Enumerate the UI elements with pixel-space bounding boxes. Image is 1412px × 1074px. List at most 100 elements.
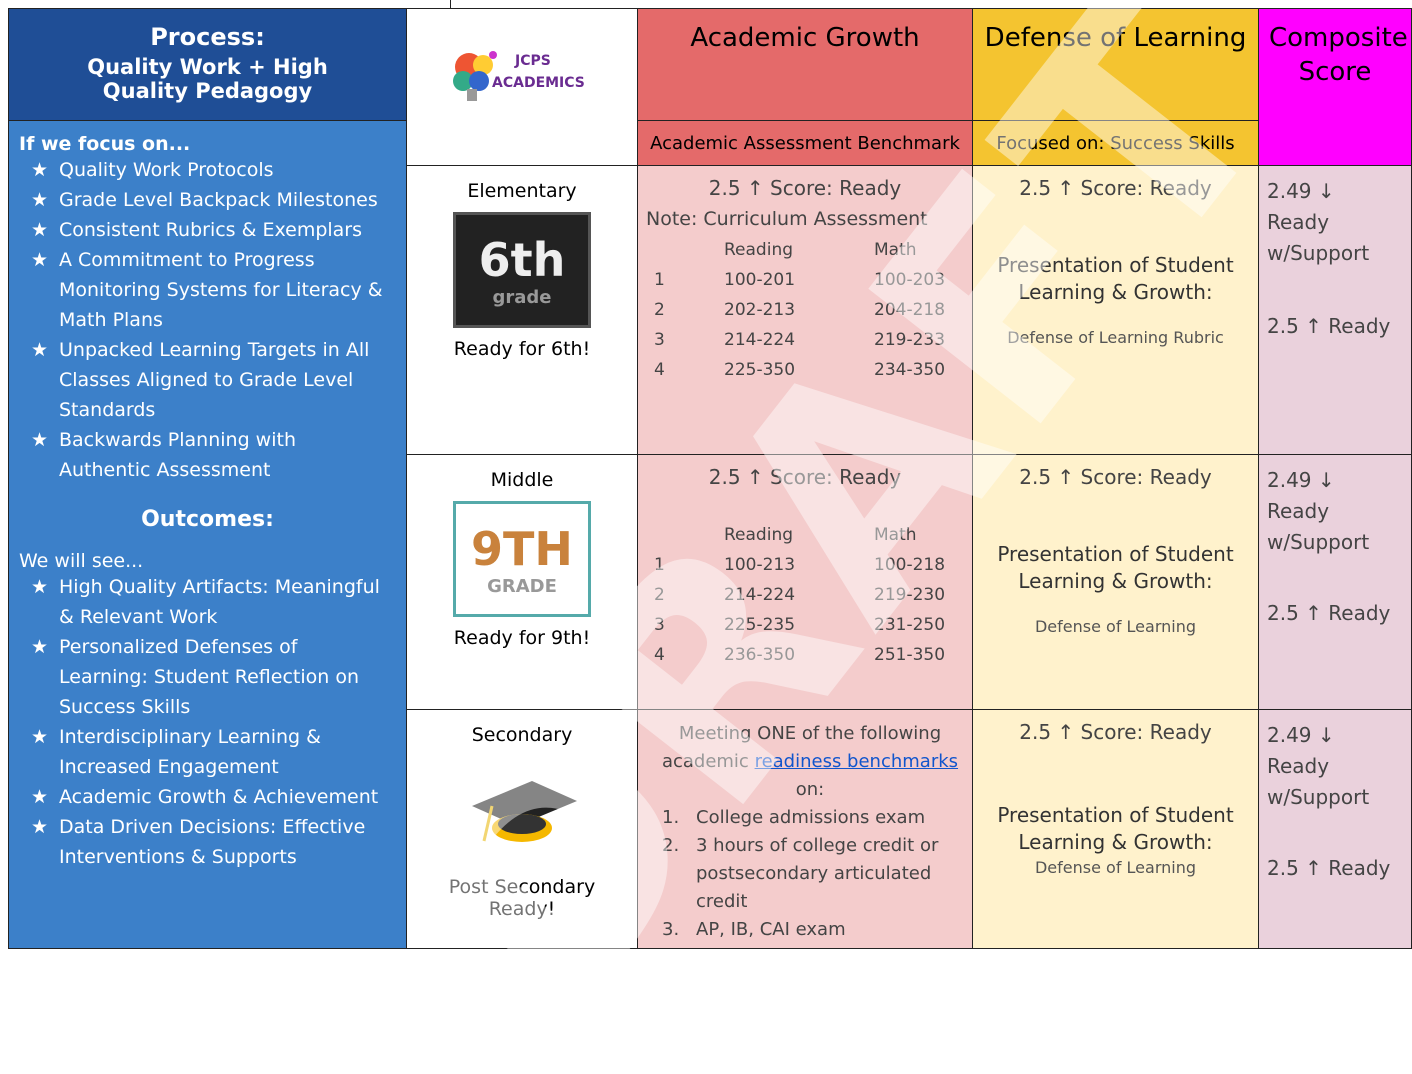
badge bbox=[456, 756, 588, 866]
defense-cell: 2.5 ↑ Score: Ready Presentation of Studen… bbox=[972, 709, 1259, 949]
defense-detail: Defense of Learning Rubric bbox=[1007, 328, 1224, 347]
academic-cell: Meeting ONE of the following academic re… bbox=[637, 709, 973, 949]
table-cell: 234-350 bbox=[874, 360, 946, 380]
table-cell: 2 bbox=[654, 585, 665, 605]
defense-detail: Defense of Learning bbox=[1034, 617, 1196, 636]
outcomes-intro: We will see... bbox=[19, 550, 144, 572]
table-cell: 214-224 bbox=[724, 585, 796, 605]
table-cell: 225-350 bbox=[724, 360, 796, 380]
logo-cell: JCPS ACADEMICS bbox=[406, 8, 638, 166]
left-subtitle: Quality Work + High Quality Pedagogy bbox=[87, 55, 328, 103]
defense-heading: Presentation of Student Learning & Growt… bbox=[997, 253, 1234, 304]
list-item: Personalized Defenses of Learning: Stude… bbox=[31, 632, 392, 722]
badge-text: grade bbox=[492, 286, 552, 308]
focus-list: Quality Work ProtocolsGrade Level Backpa… bbox=[9, 155, 406, 485]
col-subtitle: Academic Assessment Benchmark bbox=[637, 120, 973, 166]
page: Process: Quality Work + High Quality Ped… bbox=[0, 0, 1412, 949]
level-name: Middle bbox=[490, 469, 554, 491]
spacer bbox=[654, 240, 724, 260]
composite-value: 2.5 ↑ Ready bbox=[1267, 601, 1391, 625]
col-title: Academic Growth bbox=[690, 23, 920, 53]
table-cell: 202-213 bbox=[724, 300, 796, 320]
table-header: Reading bbox=[724, 525, 794, 545]
table-cell: 100-203 bbox=[874, 270, 946, 290]
list-item: Unpacked Learning Targets in All Classes… bbox=[31, 335, 392, 425]
composite-cell: 2.49 ↓ Ready w/Support 2.5 ↑ Ready bbox=[1258, 454, 1412, 710]
composite-value: 2.49 ↓ Ready w/Support bbox=[1267, 179, 1370, 265]
list-item: High Quality Artifacts: Meaningful & Rel… bbox=[31, 572, 392, 632]
logo-icon bbox=[453, 51, 497, 101]
list-item: Interdisciplinary Learning & Increased E… bbox=[31, 722, 392, 782]
level-cell: Secondary Post Secondary Ready! bbox=[406, 709, 638, 949]
table-cell: 1 bbox=[654, 270, 665, 290]
table-cell: 225-235 bbox=[724, 615, 796, 635]
academic-cell: 2.5 ↑ Score: Ready Note: Curriculum Asses… bbox=[637, 165, 973, 455]
item-number: 1. bbox=[662, 807, 680, 828]
composite-value: 2.49 ↓ Ready w/Support bbox=[1267, 468, 1370, 554]
table-cell: 204-218 bbox=[874, 300, 946, 320]
col-header: Academic Growth bbox=[637, 8, 973, 121]
composite-cell: 2.49 ↓ Ready w/Support 2.5 ↑ Ready bbox=[1258, 165, 1412, 455]
col-header: Defense of Learning bbox=[972, 8, 1259, 121]
badge: 6th grade bbox=[453, 212, 591, 328]
caption: Ready for 9th! bbox=[453, 627, 591, 649]
composite-cell: 2.49 ↓ Ready w/Support 2.5 ↑ Ready bbox=[1258, 709, 1412, 949]
defense-heading: Presentation of Student Learning & Growt… bbox=[997, 803, 1234, 854]
level-name: Secondary bbox=[471, 724, 573, 746]
table-cell: 3 bbox=[654, 615, 665, 635]
composite-value: 2.5 ↑ Ready bbox=[1267, 314, 1391, 338]
table-cell: 2 bbox=[654, 300, 665, 320]
badge: 9TH GRADE bbox=[453, 501, 591, 617]
defense-cell: 2.5 ↑ Score: Ready Presentation of Studen… bbox=[972, 165, 1259, 455]
table-cell: 100-201 bbox=[724, 270, 796, 290]
outcomes-list: High Quality Artifacts: Meaningful & Rel… bbox=[9, 572, 406, 872]
table-cell: 214-224 bbox=[724, 330, 796, 350]
item-number: 3. bbox=[662, 919, 680, 940]
list-item: Consistent Rubrics & Exemplars bbox=[31, 215, 392, 245]
composite-value: 2.49 ↓ Ready w/Support bbox=[1267, 723, 1370, 809]
table-cell: 100-213 bbox=[724, 555, 796, 575]
col-subtitle: Focused on: Success Skills bbox=[972, 120, 1259, 166]
logo-name: JCPS bbox=[515, 53, 551, 69]
col-title: Defense of Learning bbox=[984, 23, 1247, 53]
item-text: 3 hours of college credit or postseconda… bbox=[696, 835, 939, 912]
list-item: Academic Growth & Achievement bbox=[31, 782, 392, 812]
defense-cell: 2.5 ↑ Score: Ready Presentation of Studen… bbox=[972, 454, 1259, 710]
badge-text: 9TH bbox=[471, 521, 573, 576]
intro-end: on: bbox=[795, 779, 825, 800]
list-item: 3. AP, IB, CAI exam bbox=[662, 916, 956, 944]
caption: Post Secondary Ready! bbox=[448, 876, 596, 920]
grad-cap bbox=[472, 781, 577, 842]
list-item: Grade Level Backpack Milestones bbox=[31, 185, 392, 215]
table-cell: 1 bbox=[654, 555, 665, 575]
defense-detail: Defense of Learning bbox=[1034, 858, 1196, 877]
badge-text: GRADE bbox=[487, 575, 557, 597]
benchmark-table: Reading Math 1 100-213 100-218 2 214-224 219-23… bbox=[654, 525, 972, 665]
table-cell: 231-250 bbox=[874, 615, 946, 635]
table-cell: 3 bbox=[654, 330, 665, 350]
defense-score: 2.5 ↑ Score: Ready bbox=[1019, 465, 1212, 489]
table-cell: 219-230 bbox=[874, 585, 946, 605]
academic-score: 2.5 ↑ Score: Ready bbox=[708, 176, 902, 200]
badge-text: 6th bbox=[478, 232, 566, 287]
composite-value: 2.5 ↑ Ready bbox=[1267, 856, 1391, 880]
benchmark-link[interactable]: readiness benchmarks bbox=[754, 751, 959, 772]
logo-subtitle: ACADEMICS bbox=[492, 75, 585, 91]
left-title: Process: bbox=[150, 23, 265, 51]
defense-heading: Presentation of Student Learning & Growt… bbox=[997, 542, 1234, 593]
spacer bbox=[654, 525, 724, 545]
defense-score: 2.5 ↑ Score: Ready bbox=[1019, 176, 1212, 200]
list-item: 2. 3 hours of college credit or postsecon… bbox=[662, 832, 956, 916]
level-name: Elementary bbox=[467, 180, 577, 202]
table-cell: 236-350 bbox=[724, 645, 796, 665]
academic-score: 2.5 ↑ Score: Ready bbox=[708, 465, 902, 489]
list-item: Backwards Planning with Authentic Assess… bbox=[31, 425, 392, 485]
item-text: College admissions exam bbox=[696, 807, 926, 828]
list-item: Data Driven Decisions: Effective Interve… bbox=[31, 812, 392, 872]
list-item: Quality Work Protocols bbox=[31, 155, 392, 185]
intro-text: Meeting ONE of the following academic bbox=[661, 723, 942, 772]
item-number: 2. bbox=[662, 835, 680, 856]
table-cell: 219-233 bbox=[874, 330, 946, 350]
level-cell: Elementary 6th grade Ready for 6th! bbox=[406, 165, 638, 455]
table-header: Math bbox=[874, 525, 917, 545]
